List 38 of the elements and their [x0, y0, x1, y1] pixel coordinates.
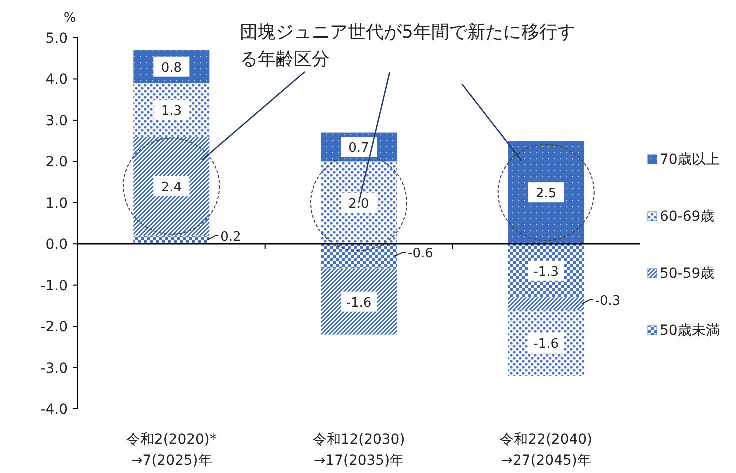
y-tick-label: -3.0: [40, 360, 68, 377]
y-axis-title: %: [64, 11, 76, 26]
bar: [321, 244, 397, 269]
data-label: -0.6: [408, 246, 434, 262]
y-tick-label: 0.0: [46, 237, 68, 254]
x-tick-label: 令和22(2040) →27(2045)年: [500, 432, 593, 469]
legend-label: 60-69歳: [660, 209, 715, 225]
bar: [508, 298, 584, 310]
legend-label: 70歳以上: [660, 152, 720, 168]
data-label: 1.3: [161, 104, 182, 120]
y-tick-label: -1.0: [40, 278, 68, 294]
data-label: 2.4: [161, 180, 182, 196]
data-label: 0.2: [220, 230, 242, 245]
bar: [508, 310, 584, 376]
bar: [134, 136, 210, 236]
y-tick-label: 2.0: [46, 154, 68, 171]
data-label: -1.6: [534, 337, 560, 352]
data-label: 0.7: [348, 141, 370, 156]
data-label: -1.3: [534, 264, 560, 280]
data-label: -0.3: [595, 294, 621, 309]
y-tick-label: 4.0: [46, 72, 68, 88]
x-tick-label: 令和12(2030) →17(2035)年: [312, 432, 406, 469]
data-label: 2.0: [348, 196, 370, 212]
legend-label: 50歳未満: [660, 323, 720, 339]
legend-label: 50-59歳: [660, 266, 715, 282]
y-tick-label: -2.0: [40, 320, 68, 336]
data-label: 2.5: [536, 186, 557, 202]
y-tick-label: 5.0: [46, 31, 68, 47]
y-tick-label: 3.0: [46, 113, 68, 130]
x-tick-label: 令和2(2020)* →7(2025)年: [126, 432, 217, 469]
data-label: -1.6: [346, 296, 372, 311]
bar: [321, 268, 397, 335]
y-tick-label: -4.0: [40, 402, 68, 418]
annotation: 団塊ジュニア世代が5年間で新たに移行する年齢区分: [240, 22, 576, 70]
bar: [134, 236, 210, 244]
bar: [508, 141, 584, 244]
data-label: 0.8: [161, 60, 182, 76]
y-tick-label: 1.0: [46, 196, 68, 212]
